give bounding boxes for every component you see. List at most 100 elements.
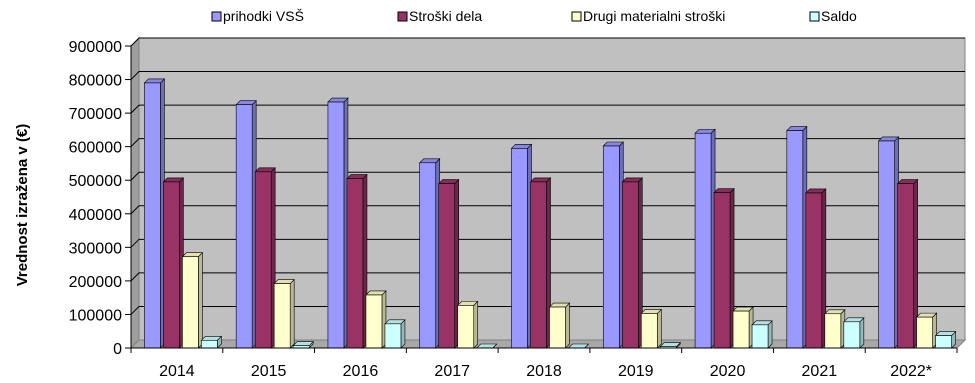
bar-stroski-dela [805,188,827,349]
x-tick-label: 2018 [526,363,562,380]
bar-prihodki-vss [602,141,625,349]
gridline [130,37,965,47]
bar-top [384,319,406,325]
bar-front [511,148,528,349]
bar-drugi-materialni-stroski [181,252,204,349]
gridline [130,71,965,80]
bar-top [713,188,735,193]
bar-front [897,183,914,349]
bar-front [182,256,199,349]
bar-top [346,174,368,179]
legend-label: Stroški dela [409,8,482,24]
bar-side [473,300,479,349]
legend-item-prihodki-vss: prihodki VSŠ [211,8,304,24]
bar-front [732,310,750,349]
bar-front [694,132,712,349]
x-tick-label: 2017 [434,363,470,380]
bar-front [365,294,383,349]
legend-swatch [211,11,222,22]
bar-side [565,302,570,349]
y-tick-label: 800000 [69,73,122,90]
bar-side [400,319,406,349]
plot-side-wall [130,36,140,350]
gridline [130,205,965,215]
bar-front [713,192,731,349]
bar-top [529,177,552,183]
bar-top [235,100,257,106]
bar-saldo [751,320,773,349]
gridline [130,138,965,148]
legend-label: Drugi materialni stroški [583,8,725,24]
x-tick-label: 2021 [802,363,838,380]
gridline [130,238,965,248]
bar-side [198,252,203,349]
bar-front [843,321,861,349]
bar-front [438,183,456,349]
y-tick-label: 300000 [69,240,122,257]
y-tick-label: 500000 [69,173,122,190]
bar-saldo [384,319,406,349]
x-axis: 2014 2015 2016 2017 2018 2019 2020 2021 2022* [130,347,958,380]
gridline [130,305,965,315]
y-tick-label: 200000 [69,274,122,291]
bar-front [346,178,364,349]
bar-front [201,339,218,349]
bar-top [510,144,533,149]
bar-top [437,179,460,184]
bar-front [751,324,769,349]
legend-item-drugi-materialni-stroski: Drugi materialni stroški [571,8,725,24]
bar-top [640,309,663,314]
bar-top [162,177,185,183]
bar-stroski-dela [254,167,276,349]
legend-swatch [571,11,582,22]
bar-prihodki-vss [694,128,716,349]
bar-top [732,306,754,312]
legend-item-saldo: Saldo [809,8,857,24]
bar-saldo [567,343,590,349]
x-tick-label: 2014 [159,363,195,380]
bar-top [896,179,919,184]
bar-stroski-dela [713,187,735,349]
bar-front [621,181,639,349]
bar-saldo [475,343,498,349]
gridline [130,272,965,282]
bar-front [916,316,933,349]
bar-front [163,181,180,349]
bar-top [659,342,682,347]
bar-top [824,309,846,315]
bar-prihodki-vss [510,143,533,349]
legend-label: Saldo [821,8,857,24]
bar-top [805,188,827,194]
bar-side [656,308,662,349]
bar-top [327,97,349,103]
bar-front [530,181,547,349]
legend: prihodki VSŠ Stroški dela Drugi materialni… [211,8,857,24]
bar-top [877,136,900,142]
bar-front [273,283,291,349]
legend-swatch [809,11,820,22]
y-axis-title: Vrednost izražena v (€) [14,124,31,287]
bar-drugi-materialni-stroski [548,302,571,349]
plot-area [129,36,967,350]
bar-top [548,302,571,308]
y-tick-label: 100000 [69,307,122,324]
legend-label: prihodki VSŠ [223,8,304,24]
bar-top [418,158,441,164]
x-tick-label: 2015 [251,363,287,380]
bar-prihodki-vss [235,99,257,349]
bar-stroski-dela [621,177,644,349]
bar-drugi-materialni-stroski [365,290,387,349]
bar-saldo [843,317,865,349]
bar-stroski-dela [896,178,919,349]
y-tick-label: 600000 [69,140,122,157]
x-tick-label: 2019 [618,363,654,380]
bar-top [915,312,938,318]
bar-front [824,313,842,349]
bar-stroski-dela [346,173,368,349]
bar-top [292,341,314,346]
bar-top [694,128,716,134]
bar-top [934,331,957,336]
bar-front [935,335,952,349]
bar-saldo [659,341,682,349]
bar-front [602,145,620,349]
